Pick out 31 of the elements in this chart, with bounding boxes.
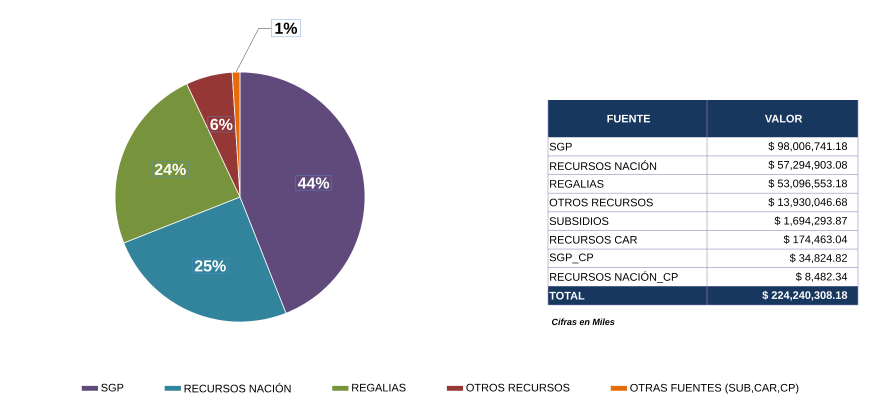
data-label: $ 34,824.82 xyxy=(790,254,847,264)
legend-label: RECURSOS NACIÓN xyxy=(184,382,291,392)
category-label: SUBSIDIOS xyxy=(550,217,608,226)
category-label: RECURSOS NACIÓN_CP xyxy=(550,271,678,283)
text: Cifras en Miles xyxy=(552,318,615,326)
legend-label: OTROS RECURSOS xyxy=(466,384,570,392)
category-label: SGP xyxy=(550,142,572,150)
data-label: $ 98,006,741.18 xyxy=(768,142,848,152)
text: VALOR xyxy=(764,114,802,123)
category-label: OTROS RECURSOS xyxy=(550,198,653,206)
text: FUENTE xyxy=(607,114,650,122)
data-label: 44% xyxy=(298,177,330,189)
data-label: $ 13,930,046.68 xyxy=(768,198,848,208)
data-label: $ 57,294,903.08 xyxy=(768,160,848,170)
data-label: $ 174,463.04 xyxy=(784,235,848,245)
data-label: 6% xyxy=(210,118,232,130)
data-label: $ 224,240,308.18 xyxy=(762,290,848,301)
data-label: $ 53,096,553.18 xyxy=(768,179,848,189)
data-label: 1% xyxy=(275,22,298,34)
data-label: $ 1,694,293.87 xyxy=(774,216,847,226)
legend-label: OTRAS FUENTES (SUB,CAR,CP) xyxy=(630,384,798,394)
category-label: REGALIAS xyxy=(550,180,604,188)
data-label: $ 8,482.34 xyxy=(796,272,848,282)
category-label: RECURSOS CAR xyxy=(550,236,637,244)
data-label: 25% xyxy=(194,260,226,272)
category-label: SGP_CP xyxy=(550,254,594,264)
category-label: RECURSOS NACIÓN xyxy=(550,160,656,170)
legend-label: SGP xyxy=(101,384,124,392)
category-label: TOTAL xyxy=(549,292,584,300)
data-label: 24% xyxy=(154,164,186,175)
legend-label: REGALIAS xyxy=(352,384,406,392)
